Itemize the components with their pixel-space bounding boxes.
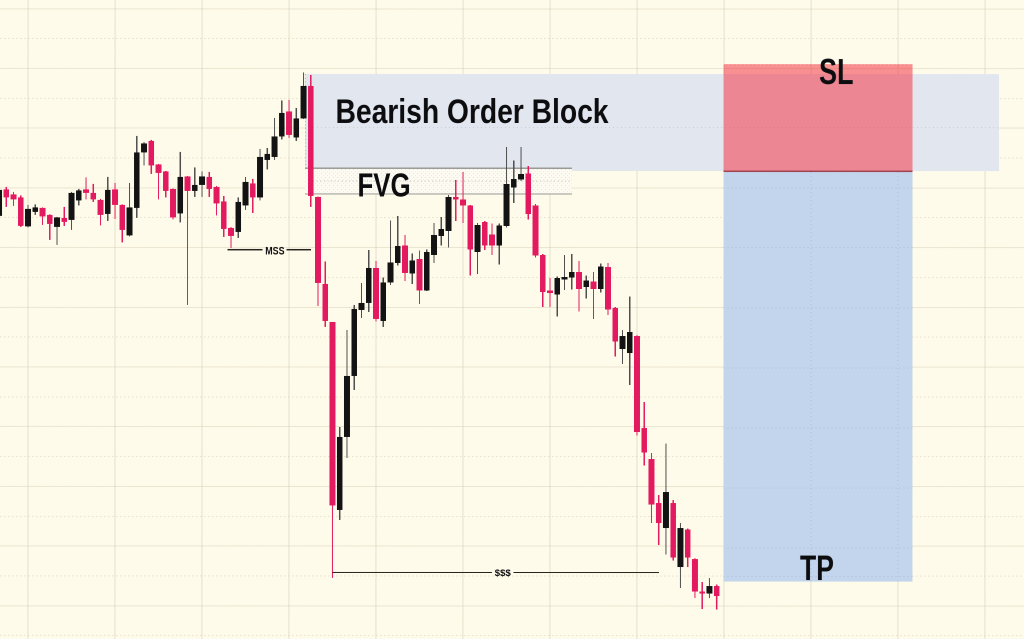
svg-text:FVG: FVG (358, 167, 411, 204)
svg-text:$$$: $$$ (495, 568, 512, 579)
svg-text:TP: TP (800, 549, 834, 588)
svg-text:MSS: MSS (265, 246, 284, 258)
svg-text:Bearish Order Block: Bearish Order Block (336, 93, 610, 131)
svg-text:SL: SL (819, 51, 854, 92)
